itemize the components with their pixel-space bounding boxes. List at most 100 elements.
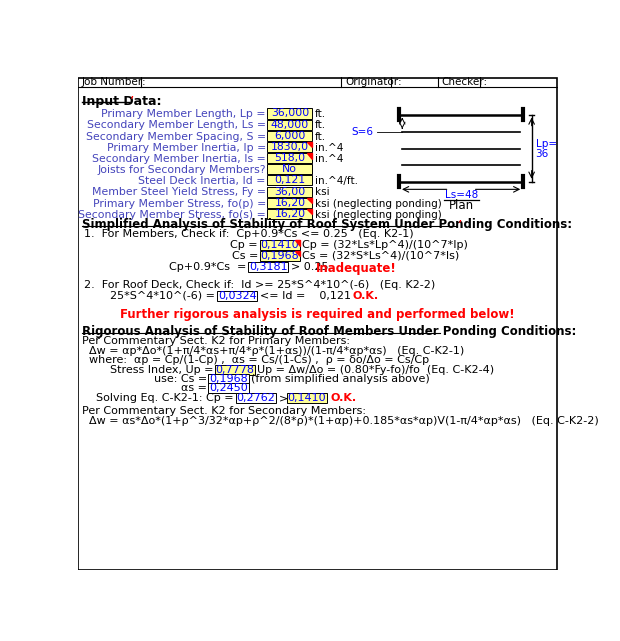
Text: αs =: αs = bbox=[181, 383, 207, 394]
Text: Cp = (32*Ls*Lp^4)/(10^7*Ip): Cp = (32*Ls*Lp^4)/(10^7*Ip) bbox=[303, 240, 468, 250]
Text: Ls=48: Ls=48 bbox=[445, 190, 478, 200]
Bar bbox=[248, 262, 288, 272]
Text: 0,2450: 0,2450 bbox=[210, 383, 248, 394]
Bar bbox=[267, 176, 312, 185]
Text: (from simplified analysis above): (from simplified analysis above) bbox=[251, 374, 430, 384]
Text: 0,3181: 0,3181 bbox=[249, 262, 288, 272]
Bar bbox=[208, 383, 249, 394]
Text: Primary Member Length, Lp =: Primary Member Length, Lp = bbox=[101, 109, 266, 119]
Text: Secondary Member Inertia, Is =: Secondary Member Inertia, Is = bbox=[92, 154, 266, 164]
Text: Secondary Member Spacing, S =: Secondary Member Spacing, S = bbox=[86, 131, 266, 142]
Text: S=6: S=6 bbox=[352, 126, 373, 137]
Text: Originator:: Originator: bbox=[345, 78, 402, 87]
Text: 6,000: 6,000 bbox=[274, 131, 306, 141]
Bar bbox=[267, 108, 312, 119]
Text: Stress Index, Up =: Stress Index, Up = bbox=[110, 365, 213, 375]
Bar bbox=[267, 120, 312, 129]
Text: Cs =: Cs = bbox=[232, 251, 258, 261]
Bar bbox=[236, 394, 276, 403]
Bar bbox=[267, 198, 312, 208]
Text: use: Cs =: use: Cs = bbox=[154, 374, 207, 384]
Text: Inadequate!: Inadequate! bbox=[316, 262, 397, 275]
Text: 25*S^4*10^(-6) =: 25*S^4*10^(-6) = bbox=[110, 291, 216, 301]
Text: Secondary Member Stress, fo(s) =: Secondary Member Stress, fo(s) = bbox=[78, 210, 266, 220]
Text: Lp=: Lp= bbox=[536, 139, 557, 149]
Text: 0,7778: 0,7778 bbox=[215, 365, 254, 375]
Text: Δw = αp*Δo*(1+π/4*αs+π/4*ρ*(1+αs))/(1-π/4*αp*αs)   (Eq. C-K2-1): Δw = αp*Δo*(1+π/4*αs+π/4*ρ*(1+αs))/(1-π/… bbox=[89, 345, 464, 356]
Text: ’: ’ bbox=[130, 96, 135, 110]
Text: Per Commentary Sect. K2 for Primary Members:: Per Commentary Sect. K2 for Primary Memb… bbox=[82, 336, 350, 345]
Text: in.^4: in.^4 bbox=[314, 143, 343, 153]
Text: Primary Member Inertia, Ip =: Primary Member Inertia, Ip = bbox=[107, 143, 266, 153]
Text: <= Id =    0,121: <= Id = 0,121 bbox=[260, 291, 352, 301]
Text: 48,000: 48,000 bbox=[271, 120, 309, 129]
Text: Primary Member Stress, fo(p) =: Primary Member Stress, fo(p) = bbox=[92, 199, 266, 208]
Text: Member Steel Yield Stress, Fy =: Member Steel Yield Stress, Fy = bbox=[92, 187, 266, 197]
Polygon shape bbox=[294, 251, 300, 256]
Text: ksi (neglecting ponding): ksi (neglecting ponding) bbox=[314, 210, 441, 220]
Polygon shape bbox=[307, 142, 312, 147]
Text: O.K.: O.K. bbox=[330, 394, 356, 403]
Text: Simplified Analysis of Stability of Roof System Under Ponding Conditions:: Simplified Analysis of Stability of Roof… bbox=[82, 218, 572, 231]
Text: Job Number:: Job Number: bbox=[81, 78, 146, 87]
Text: 0,1968: 0,1968 bbox=[210, 374, 248, 384]
Bar bbox=[267, 187, 312, 197]
Text: 0,1968: 0,1968 bbox=[260, 251, 299, 261]
Text: in.^4: in.^4 bbox=[314, 154, 343, 164]
Text: 16,20: 16,20 bbox=[274, 198, 306, 208]
Text: Checker:: Checker: bbox=[441, 78, 488, 87]
Text: Solving Eq. C-K2-1: Cp =: Solving Eq. C-K2-1: Cp = bbox=[97, 394, 234, 403]
Bar bbox=[260, 251, 300, 261]
Text: Δw = αs*Δo*(1+ρ^3/32*αp+ρ^2/(8*ρ)*(1+αp)+0.185*αs*αp)V(1-π/4*αp*αs)   (Eq. C-K2-: Δw = αs*Δo*(1+ρ^3/32*αp+ρ^2/(8*ρ)*(1+αp)… bbox=[89, 417, 599, 426]
Bar bbox=[260, 240, 300, 250]
Text: where:  αp = Cp/(1-Cp) ,  αs = Cs/(1-Cs) ,  ρ = δo/Δo = Cs/Cp: where: αp = Cp/(1-Cp) , αs = Cs/(1-Cs) ,… bbox=[89, 355, 429, 365]
Text: 0,2762: 0,2762 bbox=[236, 394, 275, 403]
Bar bbox=[267, 131, 312, 141]
Polygon shape bbox=[294, 240, 300, 246]
Bar bbox=[217, 291, 257, 301]
Text: ft.: ft. bbox=[314, 121, 326, 130]
Text: Joists for Secondary Members?: Joists for Secondary Members? bbox=[97, 165, 266, 175]
Text: Further rigorous analysis is required and performed below!: Further rigorous analysis is required an… bbox=[120, 308, 515, 321]
Text: Up = Δw/Δo = (0.80*Fy-fo)/fo  (Eq. C-K2-4): Up = Δw/Δo = (0.80*Fy-fo)/fo (Eq. C-K2-4… bbox=[257, 365, 494, 375]
Text: ft.: ft. bbox=[314, 109, 326, 119]
Text: 518,0: 518,0 bbox=[274, 153, 306, 163]
Polygon shape bbox=[307, 198, 312, 203]
Text: 36: 36 bbox=[536, 149, 549, 160]
Text: 2.  For Roof Deck, Check if:  Id >= 25*S^4*10^(-6)   (Eq. K2-2): 2. For Roof Deck, Check if: Id >= 25*S^4… bbox=[84, 280, 435, 290]
Bar bbox=[267, 153, 312, 163]
Text: ksi: ksi bbox=[314, 187, 329, 197]
Text: No: No bbox=[282, 164, 298, 174]
Bar bbox=[215, 365, 255, 375]
Polygon shape bbox=[307, 153, 312, 158]
Text: Steel Deck Inertia, Id =: Steel Deck Inertia, Id = bbox=[138, 176, 266, 187]
Text: Rigorous Analysis of Stability of Roof Members Under Ponding Conditions:: Rigorous Analysis of Stability of Roof M… bbox=[82, 325, 577, 338]
Text: 0,0324: 0,0324 bbox=[218, 291, 257, 301]
Bar bbox=[208, 374, 249, 384]
Bar bbox=[267, 209, 312, 219]
Text: in.^4/ft.: in.^4/ft. bbox=[314, 176, 358, 187]
Text: 36,00: 36,00 bbox=[274, 187, 306, 197]
Text: ’: ’ bbox=[458, 219, 463, 233]
Text: 36,000: 36,000 bbox=[271, 108, 309, 119]
Text: > 0.25: > 0.25 bbox=[291, 262, 328, 272]
Text: Input Data:: Input Data: bbox=[82, 95, 162, 108]
Text: 1.  For Members, Check if:  Cp+0.9*Cs <= 0.25   (Eq. K2-1): 1. For Members, Check if: Cp+0.9*Cs <= 0… bbox=[84, 229, 414, 238]
Text: Cs = (32*S*Ls^4)/(10^7*Is): Cs = (32*S*Ls^4)/(10^7*Is) bbox=[303, 251, 459, 261]
Bar bbox=[267, 142, 312, 152]
Text: 0,1410: 0,1410 bbox=[288, 394, 326, 403]
Text: 16,20: 16,20 bbox=[274, 209, 306, 219]
Text: ksi (neglecting ponding): ksi (neglecting ponding) bbox=[314, 199, 441, 208]
Text: Per Commentary Sect. K2 for Secondary Members:: Per Commentary Sect. K2 for Secondary Me… bbox=[82, 406, 366, 417]
Polygon shape bbox=[307, 209, 312, 214]
Text: Plan: Plan bbox=[448, 199, 474, 212]
Text: Cp =: Cp = bbox=[231, 240, 258, 250]
Bar bbox=[267, 164, 312, 174]
Text: >: > bbox=[279, 394, 288, 403]
Text: ft.: ft. bbox=[314, 131, 326, 142]
Text: 1830,0: 1830,0 bbox=[271, 142, 309, 152]
Bar bbox=[286, 394, 327, 403]
Text: 0,1410: 0,1410 bbox=[260, 240, 299, 250]
Text: Cp+0.9*Cs  =: Cp+0.9*Cs = bbox=[169, 262, 247, 272]
Text: O.K.: O.K. bbox=[353, 291, 379, 301]
